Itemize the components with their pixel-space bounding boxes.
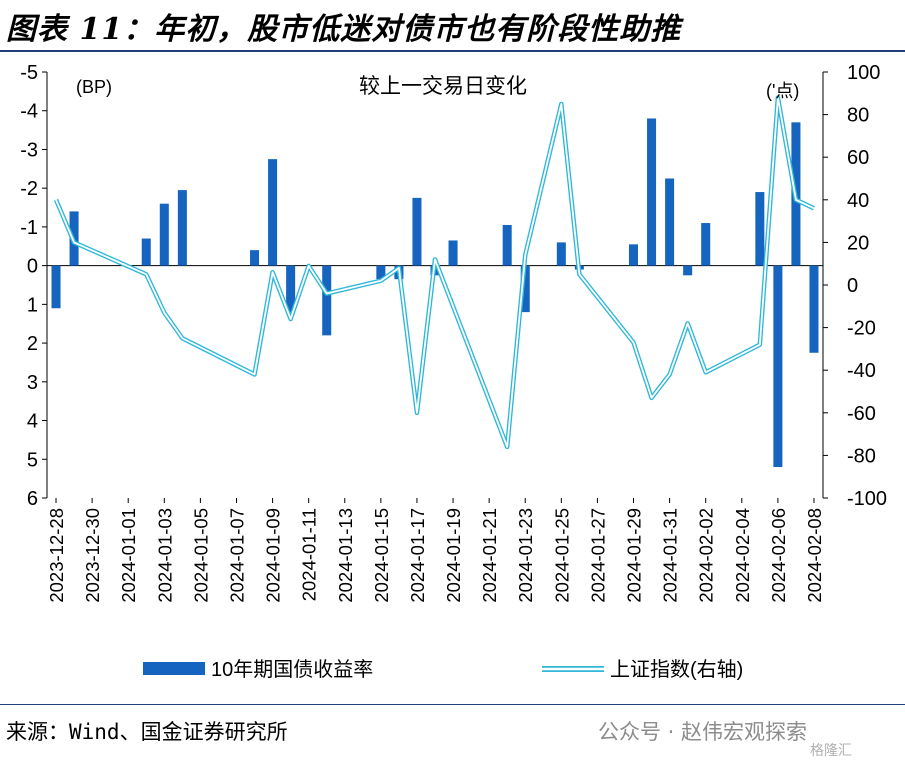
left-tick-label: -2: [20, 178, 38, 200]
x-tick-label: 2024-01-25: [551, 508, 572, 603]
x-tick-label: 2024-01-05: [190, 508, 211, 603]
x-tick-label: 2024-01-09: [263, 508, 284, 603]
bar: [502, 224, 512, 266]
x-tick-label: 2023-12-30: [82, 508, 103, 603]
x-tick-label: 2024-01-21: [479, 508, 500, 603]
left-tick-label: -5: [20, 62, 38, 84]
bar: [629, 244, 639, 266]
right-tick-label: 40: [847, 190, 869, 212]
line-series-core: [55, 96, 815, 448]
bar: [376, 265, 386, 280]
bar: [250, 250, 260, 266]
right-tick-label: -20: [847, 318, 876, 340]
left-axis-unit: (BP): [76, 77, 112, 97]
left-tick-label: -1: [20, 217, 38, 239]
right-tick-label: -60: [847, 403, 876, 425]
legend-bar-label: 10年期国债收益率: [211, 658, 373, 681]
x-tick-label: 2024-01-07: [226, 508, 247, 603]
bar: [647, 118, 657, 266]
bar: [177, 190, 187, 266]
bar: [268, 159, 278, 266]
x-tick-label: 2024-01-01: [118, 508, 139, 603]
x-tick-label: 2024-02-04: [732, 508, 753, 603]
left-tick-label: 5: [27, 449, 38, 471]
left-tick-label: 0: [27, 256, 38, 278]
x-tick-label: 2023-12-28: [46, 508, 67, 603]
source-note: 来源：Wind、国金证券研究所: [6, 720, 288, 744]
figure-title: 图表 11：年初，股市低迷对债市也有阶段性助推: [6, 12, 682, 47]
legend-bar-swatch: [143, 662, 205, 675]
bar: [755, 192, 765, 266]
bar: [556, 242, 566, 266]
line-series-outline: [53, 95, 815, 450]
left-tick-label: 2: [27, 333, 38, 355]
bar: [809, 265, 819, 353]
chart: -5 -4 -3 -2 -1 0 1 2 3 4 5 6 100 80 60 40 20 0 -20 -40 -60 -…: [20, 62, 887, 681]
right-axis-unit: ('点): [766, 81, 799, 101]
watermark-logo-text: 格隆汇: [810, 743, 852, 759]
right-tick-label: 60: [847, 147, 869, 169]
bar: [683, 265, 693, 276]
x-tick-label: 2024-02-08: [804, 508, 825, 603]
right-tick-label: 100: [847, 62, 880, 84]
bar: [51, 265, 61, 309]
x-tick-label: 2024-01-27: [587, 508, 608, 603]
right-tick-label: -80: [847, 445, 876, 467]
right-tick-label: 20: [847, 232, 869, 254]
x-tick-label: 2024-02-02: [696, 508, 717, 603]
x-tick-label: 2024-01-19: [443, 508, 464, 603]
left-tick-label: -3: [20, 139, 38, 161]
right-tick-label: 0: [847, 275, 858, 297]
watermark: 公众号 · 赵伟宏观探索: [598, 720, 808, 744]
x-tick-label: 2024-01-31: [660, 508, 681, 603]
bar: [701, 223, 711, 266]
right-tick-label: -40: [847, 360, 876, 382]
x-tick-label: 2024-01-23: [515, 508, 536, 603]
bar: [141, 238, 151, 266]
bar: [412, 197, 422, 266]
x-tick-label: 2024-01-11: [299, 508, 320, 601]
left-tick-label: -4: [20, 101, 38, 123]
x-tick-label: 2024-01-29: [624, 508, 645, 603]
bar: [520, 265, 530, 313]
left-tick-label: 3: [27, 372, 38, 394]
title-rule: [0, 50, 905, 52]
x-tick-label: 2024-01-17: [407, 508, 428, 603]
x-tick-label: 2024-01-13: [335, 508, 356, 603]
bar: [159, 203, 169, 266]
right-tick-label: 80: [847, 105, 869, 127]
legend: 10年期国债收益率 上证指数(右轴): [143, 658, 743, 681]
left-tick-label: 1: [27, 294, 38, 316]
chart-title: 较上一交易日变化: [359, 75, 527, 98]
right-tick-label: -100: [847, 488, 887, 510]
left-tick-label: 4: [27, 411, 38, 433]
legend-line-label: 上证指数(右轴): [610, 658, 743, 681]
bar: [322, 265, 332, 336]
bar: [665, 178, 675, 266]
left-tick-label: 6: [27, 488, 38, 510]
bar: [773, 265, 783, 468]
x-tick-label: 2024-01-15: [371, 508, 392, 603]
x-tick-label: 2024-02-06: [768, 508, 789, 603]
source-rule: [0, 704, 905, 705]
x-tick-label: 2024-01-03: [154, 508, 175, 603]
bar: [286, 265, 296, 313]
bar: [448, 240, 458, 266]
